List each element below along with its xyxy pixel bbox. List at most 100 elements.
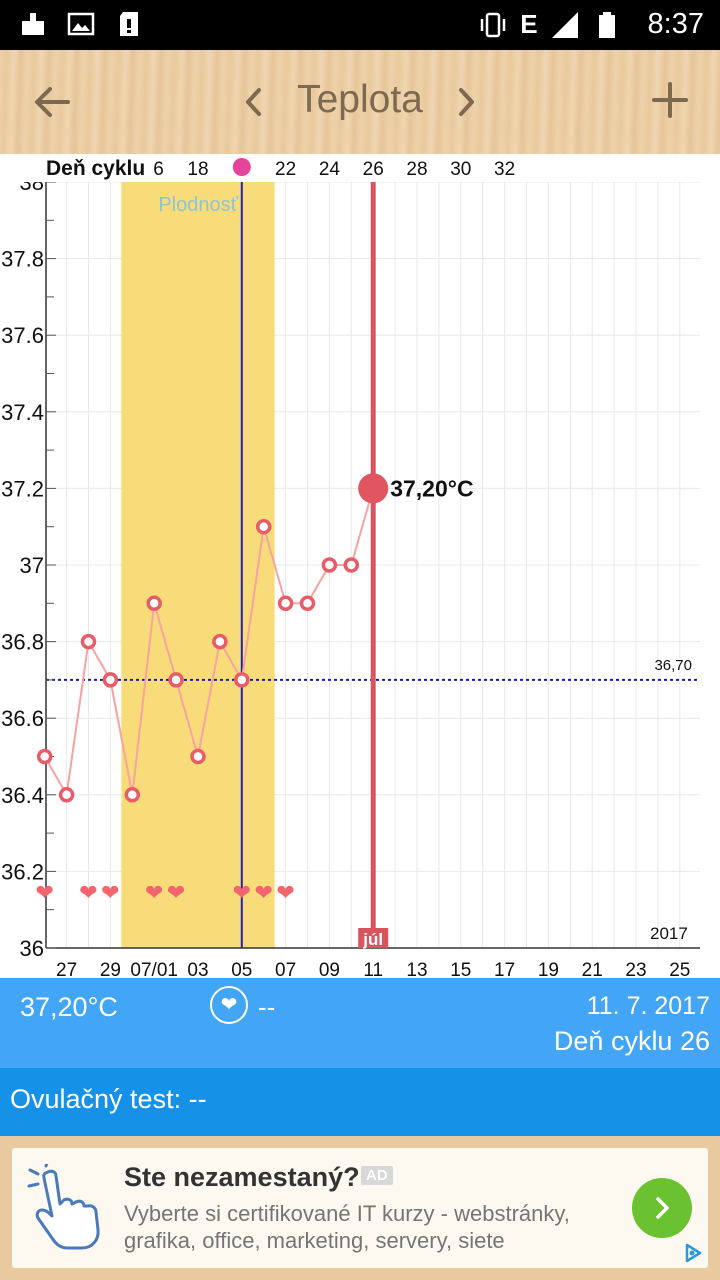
- cycle-day-label: 30: [450, 159, 471, 180]
- month-marker: [358, 928, 389, 948]
- temperature-point[interactable]: [277, 595, 294, 612]
- y-tick-label: 37.4: [1, 400, 44, 425]
- y-tick-label: 37.6: [1, 323, 44, 348]
- temperature-point[interactable]: [168, 672, 184, 688]
- selected-date: 11. 7. 2017: [586, 992, 710, 1020]
- ad-description: Vyberte si certifikované IT kurzy - webs…: [124, 1201, 570, 1253]
- adchoices-icon[interactable]: [682, 1242, 704, 1264]
- temperature-point[interactable]: [343, 557, 360, 573]
- x-date-label: 11: [363, 960, 383, 978]
- temperature-point[interactable]: [124, 787, 141, 803]
- selected-cycle-day: Deň cyklu 26: [553, 1026, 710, 1056]
- ad-go-button[interactable]: [632, 1178, 692, 1238]
- intercourse-heart-icon: ❤: [79, 881, 97, 906]
- intercourse-value: --: [258, 992, 276, 1022]
- y-tick-label: 37.8: [1, 247, 44, 272]
- x-date-label: 19: [538, 960, 559, 978]
- info-bar: 37,20°C ❤ -- 11. 7. 2017 Deň cyklu 26: [0, 978, 720, 1068]
- cycle-header-background: [0, 154, 720, 182]
- intercourse-heart-icon: ❤: [101, 881, 119, 906]
- ad-banner[interactable]: Ste nezamestaný? AD Vyberte si certifiko…: [12, 1148, 708, 1268]
- temperature-point[interactable]: [299, 595, 316, 612]
- x-date-label: 03: [187, 960, 208, 978]
- temperature-point[interactable]: [80, 633, 97, 650]
- temperature-point[interactable]: [102, 672, 119, 688]
- chart-canvas[interactable]: Plodnosť 36,70 36 36.2 36.4 36.6 36.8 37 37.2 3…: [0, 154, 720, 978]
- clock: 8:37: [647, 8, 704, 40]
- ovulation-dot: [232, 158, 251, 176]
- x-date-label: 05: [231, 960, 252, 978]
- intercourse-heart-icon: ❤: [35, 881, 53, 906]
- x-date-label: 27: [56, 960, 77, 978]
- cycle-day-label: 6: [153, 159, 164, 180]
- temperature-point[interactable]: [234, 672, 250, 688]
- cycle-header-label: Deň cyklu: [46, 157, 145, 180]
- pointing-hand-icon: [27, 1164, 100, 1250]
- x-date-label: 23: [625, 960, 646, 978]
- y-tick-label: 36.6: [1, 706, 44, 731]
- plus-icon[interactable]: [648, 78, 692, 122]
- year-label: 2017: [650, 924, 688, 943]
- cycle-day-label: 32: [494, 159, 515, 180]
- x-date-label: 09: [319, 960, 340, 978]
- temperature-series-line: [43, 488, 375, 798]
- vibrate-icon: [480, 12, 506, 37]
- x-date-label: 07: [275, 960, 296, 978]
- network-type: E: [520, 9, 538, 39]
- temperature-point[interactable]: [212, 633, 228, 650]
- temperature-point[interactable]: [36, 748, 53, 765]
- heart-circle-icon[interactable]: ❤: [210, 986, 248, 1024]
- chevron-left-icon[interactable]: [240, 82, 268, 122]
- selected-temperature: 37,20°C: [20, 992, 118, 1022]
- temperature-point[interactable]: [321, 557, 338, 573]
- cycle-day-label: 18: [187, 159, 208, 180]
- app-bar: Teplota: [0, 50, 720, 156]
- status-bar: E 8:37: [0, 0, 720, 50]
- cycle-day-label: 28: [406, 159, 427, 180]
- intercourse-heart-icon: ❤: [145, 881, 163, 906]
- y-tick-label: 37.2: [1, 476, 44, 501]
- reference-line-label: 36,70: [654, 657, 692, 674]
- arrow-back-icon[interactable]: [30, 80, 74, 124]
- ovulation-test-label: Ovulačný test: --: [10, 1084, 207, 1114]
- chevron-right-icon[interactable]: [452, 82, 480, 122]
- ad-title: Ste nezamestaný?: [124, 1162, 360, 1192]
- page-title: Teplota: [297, 78, 423, 121]
- y-tick-label: 37: [20, 553, 44, 578]
- intercourse-heart-icon: ❤: [276, 881, 294, 906]
- temperature-point[interactable]: [146, 595, 162, 612]
- x-date-label: 07/01: [130, 960, 178, 978]
- intercourse-heart-icon: ❤: [167, 881, 185, 906]
- ad-badge: AD: [361, 1166, 393, 1185]
- temperature-point[interactable]: [255, 518, 272, 535]
- battery-icon: [598, 11, 615, 38]
- x-date-label: 15: [450, 960, 471, 978]
- month-marker-label: júl: [362, 930, 383, 949]
- intercourse-heart-icon: ❤: [233, 881, 251, 906]
- x-date-label: 17: [494, 960, 515, 978]
- temperature-point[interactable]: [58, 787, 75, 803]
- temperature-point[interactable]: [190, 748, 206, 765]
- current-temperature-point[interactable]: [358, 473, 389, 504]
- ovulation-test-bar[interactable]: Ovulačný test: --: [0, 1068, 720, 1136]
- fertile-window: [121, 182, 275, 948]
- x-date-label: 25: [669, 960, 690, 978]
- y-tick-label: 36.2: [1, 859, 44, 884]
- cycle-day-label: 22: [275, 159, 296, 180]
- x-date-label: 29: [100, 960, 121, 978]
- y-tick-label: 36.8: [1, 630, 44, 655]
- today-line: [370, 182, 376, 948]
- temperature-chart[interactable]: Plodnosť 36,70 36 36.2 36.4 36.6 36.8 37 37.2 3…: [0, 154, 720, 978]
- image-notification-icon: [67, 12, 95, 36]
- cycle-day-label: 24: [319, 159, 341, 180]
- signal-icon: [551, 11, 578, 38]
- download-notification-icon: [22, 13, 44, 35]
- y-tick-label: 36.4: [1, 783, 44, 808]
- sd-card-alert-icon: [120, 12, 138, 36]
- chevron-right-icon: [656, 1197, 669, 1219]
- intercourse-heart-icon: ❤: [254, 881, 272, 906]
- fertility-label: Plodnosť: [158, 194, 238, 216]
- y-tick-label: 36: [20, 936, 44, 961]
- cycle-day-label: 26: [363, 159, 384, 180]
- current-temperature-label: 37,20°C: [390, 475, 473, 501]
